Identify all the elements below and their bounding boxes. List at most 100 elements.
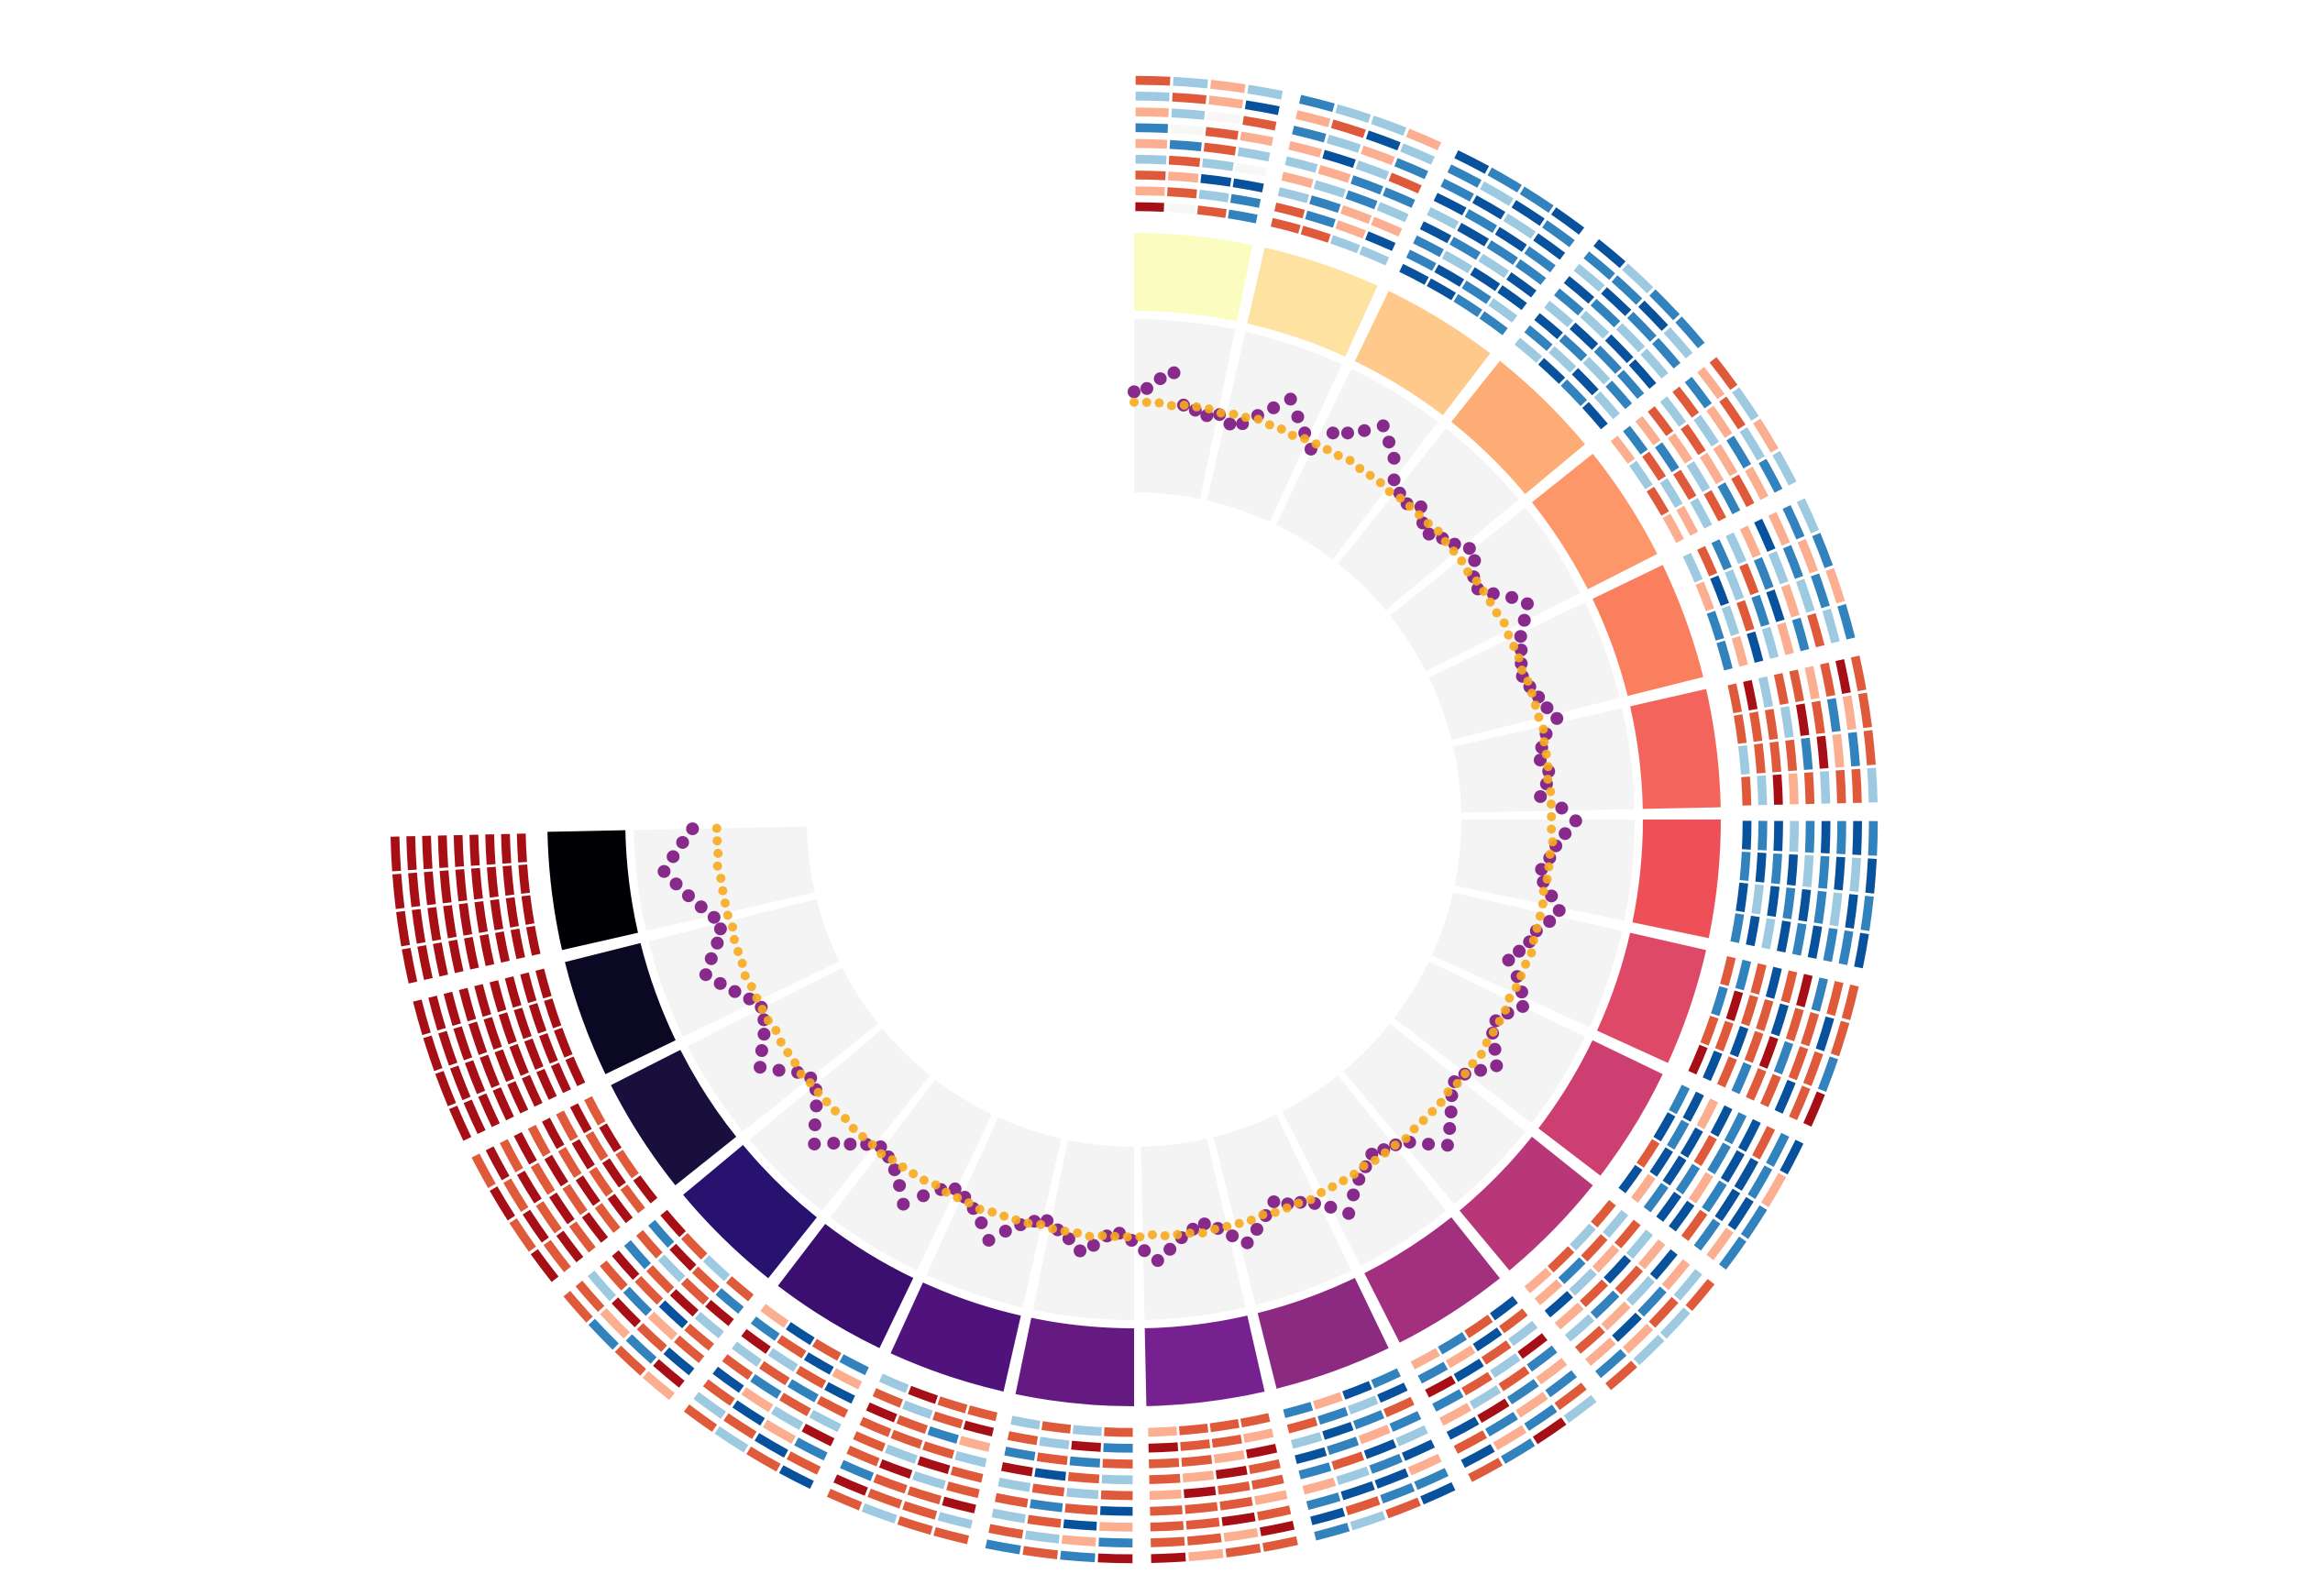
heatmap-cell bbox=[1407, 1453, 1442, 1476]
ideogram-segment bbox=[565, 942, 676, 1074]
scatter-point-secondary bbox=[1543, 762, 1553, 772]
ideogram-segment bbox=[1630, 688, 1721, 809]
scatter-point-primary bbox=[1151, 1254, 1164, 1268]
heatmap-cell bbox=[1857, 692, 1872, 729]
heatmap-cell bbox=[861, 1502, 898, 1524]
heatmap-cell bbox=[1791, 617, 1810, 652]
heatmap-cell bbox=[1649, 289, 1680, 321]
heatmap-cell bbox=[1479, 311, 1508, 336]
heatmap-cell bbox=[1688, 1044, 1708, 1075]
scatter-point-secondary bbox=[931, 1180, 941, 1190]
heatmap-cell bbox=[1845, 894, 1858, 930]
heatmap-cell bbox=[1371, 1368, 1401, 1389]
heatmap-cell bbox=[1714, 1020, 1734, 1051]
scatter-point-primary bbox=[1074, 1244, 1087, 1258]
ideogram-segment bbox=[1015, 1317, 1134, 1406]
heatmap-cell bbox=[1216, 1465, 1248, 1480]
heatmap-cell bbox=[1544, 301, 1574, 328]
heatmap-cell bbox=[1647, 406, 1674, 436]
heatmap-cell bbox=[1180, 1439, 1211, 1451]
heatmap-cell bbox=[767, 1348, 799, 1372]
heatmap-cell bbox=[1768, 551, 1789, 585]
sector-divider bbox=[1333, 355, 1497, 564]
scatter-point-primary bbox=[694, 900, 708, 914]
heatmap-cell bbox=[539, 1032, 558, 1064]
heatmap-cell bbox=[554, 1028, 573, 1058]
sector-divider bbox=[1390, 1018, 1599, 1183]
heatmap-cell bbox=[1582, 357, 1611, 385]
scatter-point-primary bbox=[1540, 701, 1554, 715]
heatmap-cell bbox=[833, 1474, 868, 1496]
heatmap-cell bbox=[588, 1318, 619, 1350]
scatter-point-secondary bbox=[1384, 487, 1394, 497]
heatmap-cell bbox=[1493, 1425, 1527, 1450]
heatmap-cell bbox=[902, 1501, 938, 1520]
heatmap-cell bbox=[1626, 312, 1657, 342]
heatmap-cell bbox=[1766, 1132, 1790, 1167]
heatmap-cell bbox=[516, 833, 527, 863]
heatmap-cell bbox=[1439, 1403, 1471, 1426]
scatter-point-secondary bbox=[1097, 1230, 1107, 1240]
scatter-point-primary bbox=[713, 976, 727, 990]
scatter-point-primary bbox=[1462, 542, 1476, 556]
heatmap-cell bbox=[1700, 452, 1724, 485]
heatmap-cell bbox=[1385, 1497, 1421, 1519]
heatmap-cell bbox=[1295, 110, 1331, 127]
heatmap-cell bbox=[1675, 1163, 1701, 1194]
heatmap-cell bbox=[1622, 1323, 1654, 1354]
heatmap-cell bbox=[1149, 1489, 1182, 1501]
heatmap-cell bbox=[536, 1068, 557, 1100]
heatmap-cell bbox=[1825, 567, 1846, 604]
heatmap-cell bbox=[1537, 358, 1566, 384]
track-sector bbox=[1431, 892, 1623, 1028]
heatmap-cell bbox=[1668, 433, 1693, 464]
heatmap-cell bbox=[937, 1512, 973, 1529]
scatter-point-secondary bbox=[1306, 1194, 1316, 1205]
heatmap-cell bbox=[991, 1508, 1026, 1524]
heatmap-cell bbox=[1498, 1366, 1530, 1392]
scatter-point-secondary bbox=[1492, 608, 1502, 618]
heatmap-cell bbox=[1186, 1533, 1222, 1546]
heatmap-cell bbox=[1724, 1112, 1747, 1145]
heatmap-cell bbox=[1073, 1425, 1102, 1436]
scatter-point-primary bbox=[1267, 1194, 1281, 1208]
heatmap-cell bbox=[498, 1012, 517, 1045]
heatmap-cell bbox=[1284, 156, 1318, 173]
scatter-point-primary bbox=[887, 1163, 901, 1177]
heatmap-cell bbox=[1490, 1353, 1521, 1379]
heatmap-cell bbox=[1700, 1015, 1719, 1046]
heatmap-cell bbox=[1470, 267, 1501, 292]
heatmap-cell bbox=[1548, 1246, 1575, 1273]
heatmap-cell bbox=[1789, 669, 1804, 702]
heatmap-cell bbox=[1402, 1439, 1436, 1461]
scatter-point-secondary bbox=[1538, 886, 1548, 897]
heatmap-cell bbox=[683, 1404, 718, 1432]
scatter-point-secondary bbox=[716, 874, 726, 884]
heatmap-cell bbox=[1747, 1165, 1773, 1199]
heatmap-cell bbox=[1710, 575, 1729, 607]
heatmap-cell bbox=[1835, 769, 1846, 804]
scatter-point-secondary bbox=[1240, 413, 1251, 423]
heatmap-cell bbox=[801, 1423, 835, 1447]
scatter-point-secondary bbox=[728, 922, 738, 932]
heatmap-cell bbox=[1257, 1505, 1292, 1521]
heatmap-cell bbox=[1355, 160, 1390, 181]
heatmap-cell bbox=[589, 1166, 613, 1197]
scatter-point-secondary bbox=[821, 1096, 832, 1106]
heatmap-cell bbox=[1188, 1548, 1224, 1561]
scatter-point-primary bbox=[1291, 410, 1305, 424]
ideogram-segment bbox=[1538, 1040, 1663, 1176]
heatmap-cell bbox=[1286, 1416, 1318, 1434]
ideogram-segment bbox=[1596, 932, 1706, 1063]
heatmap-cell bbox=[1481, 1340, 1512, 1365]
heatmap-cell bbox=[1545, 1370, 1578, 1398]
heatmap-cell bbox=[1791, 922, 1807, 956]
heatmap-cell bbox=[1573, 263, 1605, 292]
heatmap-cell bbox=[489, 980, 507, 1013]
heatmap-cell bbox=[1298, 1462, 1332, 1480]
heatmap-cell bbox=[1208, 95, 1244, 109]
heatmap-cell bbox=[1835, 658, 1851, 694]
heatmap-cell bbox=[1813, 890, 1827, 924]
heatmap-cell bbox=[1772, 774, 1783, 805]
scatter-point-secondary bbox=[1395, 493, 1405, 503]
